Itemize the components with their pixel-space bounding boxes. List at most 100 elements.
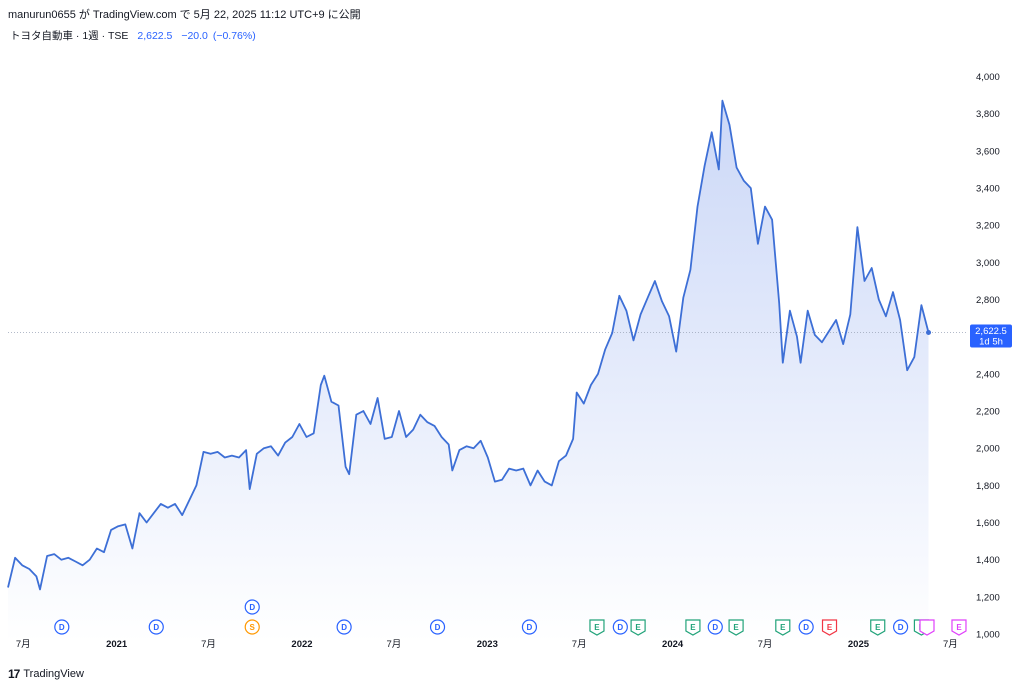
event-marker-letter: E: [875, 623, 881, 632]
event-marker-dividend[interactable]: D: [54, 619, 70, 635]
x-tick-label: 7月: [943, 639, 958, 650]
event-marker-earnings_red[interactable]: E: [821, 619, 838, 636]
event-marker-earnings_green[interactable]: E: [870, 619, 886, 636]
price-area-fill: [8, 100, 929, 642]
plot-area: [7, 99, 968, 642]
event-marker-shape: [612, 619, 628, 635]
event-marker-dividend[interactable]: D: [798, 619, 814, 635]
symbol-title[interactable]: トヨタ自動車 · 1週 · TSE: [10, 30, 129, 42]
event-marker-shape: [919, 619, 935, 636]
event-marker-dividend[interactable]: D: [612, 619, 628, 635]
x-tick-label: 2025: [848, 639, 870, 650]
y-tick-label: 1,800: [976, 481, 1000, 492]
event-marker-letter: E: [827, 623, 833, 632]
event-marker-dividend[interactable]: D: [244, 599, 260, 615]
event-marker-shape: [54, 619, 70, 635]
event-marker-shape: [892, 619, 909, 635]
event-marker-shape: [148, 619, 164, 635]
event-marker-shape: [244, 619, 260, 635]
symbol-legend: トヨタ自動車 · 1週 · TSE 2,622.5 −20.0 (−0.76%): [10, 28, 256, 43]
event-marker-shape: [821, 619, 838, 636]
price-change-percent: (−0.76%): [212, 30, 256, 42]
y-tick-label: 3,200: [976, 221, 1000, 232]
event-marker-letter: D: [527, 623, 533, 632]
event-marker-dividend[interactable]: D: [521, 619, 538, 635]
tradingview-footer: 17 TradingView: [8, 667, 84, 681]
event-marker-shape: [870, 619, 886, 636]
y-tick-label: 2,400: [976, 369, 1000, 380]
event-marker-letter: D: [341, 623, 347, 632]
event-marker-shape: [685, 619, 701, 636]
y-tick-label: 2,200: [976, 407, 1000, 418]
x-tick-label: 7月: [386, 639, 401, 650]
event-marker-dividend[interactable]: D: [892, 619, 909, 635]
site-name[interactable]: TradingView.com: [92, 9, 177, 21]
event-marker-shape: [775, 619, 791, 636]
publish-date: 5月 22, 2025 11:12 UTC+9: [193, 9, 325, 21]
publish-header: manurun0655 が TradingView.com で 5月 22, 2025 …: [8, 6, 364, 22]
tradingview-brand[interactable]: TradingView: [23, 668, 84, 680]
event-marker-letter: D: [898, 623, 904, 632]
event-marker-shape: [429, 619, 446, 635]
event-marker-earnings_green[interactable]: E: [589, 619, 605, 636]
event-marker-shape: [336, 619, 352, 635]
event-marker-dividend[interactable]: D: [148, 619, 164, 635]
header-particle-ga: が: [78, 9, 90, 21]
x-tick-label: 2021: [106, 639, 128, 650]
event-marker-shape: [707, 619, 723, 635]
event-marker-letter: S: [250, 623, 256, 632]
event-marker-letter: E: [956, 623, 962, 632]
header-particle-de: で: [179, 9, 191, 21]
event-marker-shape: [589, 619, 605, 636]
x-tick-label: 7月: [201, 639, 216, 650]
price-change: −20.0: [181, 30, 208, 42]
published-label: に公開: [327, 9, 361, 21]
event-marker-earnings_green[interactable]: E: [728, 619, 744, 636]
event-marker-letter: E: [690, 623, 696, 632]
y-tick-label: 4,000: [976, 72, 1000, 83]
events-layer: DDSDDDDEDEEDEEDEEDEE: [54, 599, 967, 636]
event-marker-earnings_green[interactable]: E: [775, 619, 791, 636]
event-marker-letter: D: [712, 623, 718, 632]
y-tick-label: 1,400: [976, 555, 1000, 566]
event-marker-other[interactable]: E: [951, 619, 967, 636]
event-marker-letter: E: [635, 623, 641, 632]
event-marker-dividend[interactable]: D: [429, 619, 446, 635]
last-point: [926, 330, 932, 336]
event-marker-shape: [728, 619, 744, 636]
event-marker-shape: [630, 619, 646, 636]
tradingview-logo-icon[interactable]: 17: [8, 667, 20, 681]
x-tick-label: 7月: [758, 639, 773, 650]
event-marker-split[interactable]: S: [244, 619, 260, 635]
event-marker-other[interactable]: [919, 619, 935, 636]
event-marker-earnings_green[interactable]: E: [630, 619, 646, 636]
x-axis[interactable]: 7月 2021 7月 2022 7月 2023 7月 2024 7月 2025 7月: [16, 639, 958, 650]
y-tick-label: 2,800: [976, 295, 1000, 306]
y-tick-label: 2,000: [976, 444, 1000, 455]
y-axis[interactable]: 4,0003,8003,6003,4003,2003,0002,8002,600…: [970, 72, 1012, 641]
x-tick-label: 7月: [16, 639, 31, 650]
event-marker-earnings_green[interactable]: E: [685, 619, 701, 636]
price-chart[interactable]: 4,0003,8003,6003,4003,2003,0002,8002,600…: [0, 44, 1024, 656]
event-marker-shape: [951, 619, 967, 636]
event-marker-letter: D: [59, 623, 65, 632]
y-tick-label: 3,000: [976, 258, 1000, 269]
event-marker-letter: D: [153, 623, 159, 632]
y-tick-label: 1,000: [976, 630, 1000, 641]
y-tick-label: 3,800: [976, 109, 1000, 120]
price-line[interactable]: [7, 99, 930, 591]
event-marker-letter: D: [617, 623, 623, 632]
event-marker-dividend[interactable]: D: [707, 619, 723, 635]
x-tick-label: 2022: [291, 639, 312, 650]
y-tick-label: 1,600: [976, 518, 1000, 529]
y-tick-label: 3,600: [976, 146, 1000, 157]
event-marker-letter: E: [594, 623, 600, 632]
author-name[interactable]: manurun0655: [8, 9, 76, 21]
event-marker-letter: E: [733, 623, 739, 632]
last-price: 2,622.5: [137, 30, 173, 42]
event-marker-shape: [244, 599, 260, 615]
event-marker-dividend[interactable]: D: [336, 619, 352, 635]
event-marker-letter: D: [803, 623, 809, 632]
event-marker-shape: [521, 619, 538, 635]
event-marker-shape: [798, 619, 814, 635]
